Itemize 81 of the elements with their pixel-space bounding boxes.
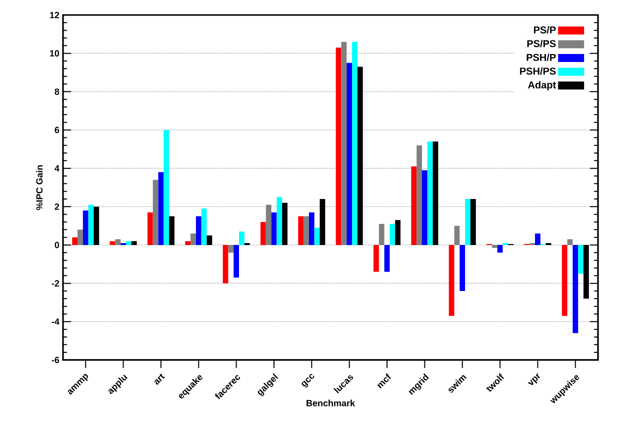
bar — [266, 204, 272, 245]
bar — [115, 239, 121, 245]
bar — [448, 244, 454, 316]
bar — [147, 212, 153, 245]
bar — [357, 66, 363, 245]
bar — [395, 220, 401, 245]
bar — [378, 224, 384, 245]
bar — [390, 224, 396, 245]
bar — [535, 233, 540, 245]
y-tick-label: 8 — [54, 88, 60, 95]
bar — [196, 216, 202, 245]
bar — [567, 239, 573, 245]
bar — [185, 241, 191, 245]
bar — [470, 198, 476, 245]
legend-label: Adapt — [528, 81, 556, 90]
bar — [271, 212, 277, 245]
bar — [158, 172, 164, 245]
bar — [88, 204, 94, 245]
bar — [374, 244, 379, 272]
legend-label: PS/PS — [527, 40, 556, 48]
x-tick-label: art — [154, 374, 165, 385]
bar — [416, 145, 422, 245]
x-axis-title: Benchmark — [306, 400, 356, 406]
bar — [384, 244, 390, 272]
bar — [460, 244, 466, 291]
bar — [169, 216, 174, 245]
bar — [239, 232, 244, 245]
bar — [572, 244, 578, 334]
bar — [82, 210, 88, 245]
bar — [72, 237, 78, 245]
bar — [562, 244, 568, 316]
y-tick-label: 4 — [54, 165, 60, 172]
bar — [298, 216, 304, 245]
legend-label: PSH/P — [526, 54, 556, 62]
bar — [352, 42, 358, 245]
bar — [427, 141, 433, 245]
x-tick-label: gcc — [302, 374, 314, 388]
bar — [497, 244, 503, 253]
bar — [94, 206, 100, 245]
bar — [346, 62, 352, 245]
legend-label: PSH/PS — [520, 67, 556, 75]
bar — [422, 170, 428, 245]
bar — [282, 202, 288, 245]
bar — [583, 244, 589, 299]
bar — [314, 228, 320, 245]
bar — [126, 241, 132, 245]
bar — [164, 130, 170, 245]
y-tick-label: 12 — [50, 12, 60, 18]
bar — [110, 241, 116, 245]
bar — [201, 208, 207, 245]
bar — [454, 226, 460, 245]
bar — [152, 180, 158, 245]
y-tick-label: 6 — [54, 126, 60, 134]
bar — [320, 198, 326, 245]
bar — [492, 244, 498, 248]
bar — [308, 212, 314, 245]
bar — [206, 235, 212, 245]
bar — [190, 233, 196, 245]
x-tick-label: vpr — [528, 373, 540, 386]
bar — [304, 216, 309, 245]
bar — [78, 230, 83, 245]
bar — [432, 141, 438, 245]
bar — [578, 244, 584, 274]
bar — [131, 241, 137, 245]
bar — [234, 244, 240, 278]
bar — [276, 197, 282, 245]
y-tick-label: -2 — [52, 280, 60, 286]
y-tick-label: 2 — [54, 204, 60, 210]
y-tick-label: 10 — [50, 50, 60, 57]
bar — [465, 198, 470, 245]
bar — [336, 48, 342, 245]
y-axis-title: %IPC Gain — [36, 165, 43, 210]
bar — [260, 222, 266, 245]
y-tick-label: -6 — [52, 356, 60, 364]
y-tick-label: -4 — [52, 318, 60, 325]
y-tick-label: 0 — [54, 242, 60, 248]
bar — [341, 42, 347, 245]
legend-label: PS/P — [534, 26, 556, 34]
bar — [228, 244, 234, 253]
bar — [222, 244, 228, 284]
bar — [411, 166, 417, 245]
